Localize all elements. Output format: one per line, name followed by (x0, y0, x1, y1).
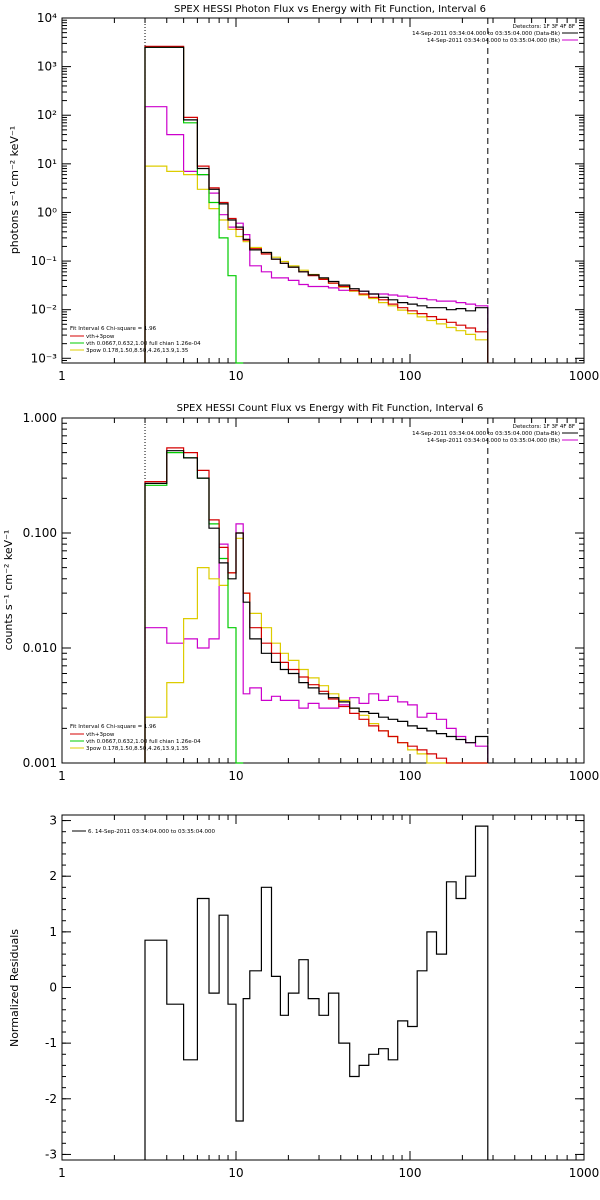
axis-ticks: 1 10 100 1000 10⁻³ 10⁻² 10⁻¹ 10⁰ 10¹ 10² 10³ 10⁴ (31, 11, 600, 383)
legend-top-left: 6. 14-Sep-2011 03:34:04.000 to 03:35:04.… (72, 829, 215, 835)
y-tick-label: 10⁰ (37, 205, 57, 219)
series-group (144, 45, 489, 364)
legend-vth-item: vth 0.0667,0.632,1.00 full chian 1.26e-0… (86, 739, 201, 745)
y-tick-label: 0.100 (23, 526, 57, 540)
reference-lines (144, 418, 489, 763)
y-tick-label: 10² (37, 108, 57, 122)
legend-vth-item: vth 0.0667,0.632,1.00 full chian 1.26e-0… (86, 341, 201, 347)
legend-fit-item: vth+3pow (86, 334, 115, 340)
legend-fit-item: vth+3pow (86, 732, 115, 738)
legend-bottom-left: Fit Interval 6 Chi-square = 1.96 vth+3po… (70, 326, 201, 354)
series-powerlaw (144, 537, 488, 764)
legend-bottom-left: Fit Interval 6 Chi-square = 1.96 vth+3po… (70, 724, 201, 752)
series-group (144, 447, 489, 764)
legend-data-interval: 14-Sep-2011 03:34:04.000 to 03:35:04.000… (412, 431, 560, 437)
x-tick-label: 1000 (569, 369, 600, 383)
y-tick-label: 10⁴ (37, 11, 57, 25)
legend-detectors: Detectors: 1F 3F 4F 8F (513, 24, 575, 30)
y-tick-label: 3 (49, 814, 57, 828)
axis-ticks: 1 10 100 1000 0.001 0.010 0.100 1.000 (23, 411, 600, 783)
x-tick-label: 1000 (569, 1166, 600, 1180)
photon-flux-panel: SPEX HESSI Photon Flux vs Energy with Fi… (8, 4, 599, 383)
y-tick-label: 10³ (37, 60, 57, 74)
series-data (144, 450, 489, 763)
legend-top-right: Detectors: 1F 3F 4F 8F 14-Sep-2011 03:34… (412, 424, 578, 444)
legend-bk-interval: 14-Sep-2011 03:34:04.000 to 03:35:04.000… (427, 38, 560, 44)
y-tick-label: 0.010 (23, 641, 57, 655)
count-flux-panel: SPEX HESSI Count Flux vs Energy with Fit… (2, 403, 599, 783)
legend-residuals-interval: 6. 14-Sep-2011 03:34:04.000 to 03:35:04.… (88, 829, 215, 835)
legend-detectors: Detectors: 1F 3F 4F 8F (513, 424, 575, 430)
y-axis-label: Normalized Residuals (8, 929, 21, 1047)
y-tick-label: -2 (45, 1092, 57, 1106)
residuals-panel: Normalized Residuals 1 10 100 1000 -3 -2 -1 0 1 2… (8, 814, 599, 1180)
legend-pow-item: 3pow 0.178,1.50,8.50,4.26,13.9,1.35 (86, 746, 189, 752)
y-axis-label: counts s⁻¹ cm⁻² keV⁻¹ (2, 530, 15, 651)
legend-fit-header: Fit Interval 6 Chi-square = 1.96 (70, 724, 157, 730)
plot-frame (61, 17, 585, 364)
x-tick-label: 10 (228, 769, 243, 783)
x-tick-label: 10 (228, 369, 243, 383)
y-tick-label: 0 (49, 981, 57, 995)
series-group (144, 825, 489, 1160)
x-tick-label: 100 (399, 769, 422, 783)
y-tick-label: 10⁻² (31, 303, 58, 317)
x-tick-label: 10 (228, 1166, 243, 1180)
x-tick-label: 1 (58, 769, 66, 783)
y-tick-label: -3 (45, 1147, 57, 1161)
series-data (144, 46, 489, 363)
y-tick-label: 10⁻³ (31, 351, 58, 365)
chart-title: SPEX HESSI Photon Flux vs Energy with Fi… (174, 4, 486, 15)
legend-pow-item: 3pow 0.178,1.50,8.50,4.26,13.9,1.35 (86, 348, 189, 354)
y-tick-label: 2 (49, 869, 57, 883)
x-tick-label: 100 (399, 369, 422, 383)
y-tick-label: 10¹ (37, 157, 57, 171)
series-data (144, 825, 489, 1160)
x-tick-label: 1 (58, 1166, 66, 1180)
y-tick-label: 1.000 (23, 411, 57, 425)
y-axis-label: photons s⁻¹ cm⁻² keV⁻¹ (8, 126, 21, 254)
axis-ticks: 1 10 100 1000 -3 -2 -1 0 1 2 3 (45, 814, 599, 1180)
y-tick-label: 1 (49, 925, 57, 939)
legend-fit-header: Fit Interval 6 Chi-square = 1.96 (70, 326, 157, 332)
x-tick-label: 100 (399, 1166, 422, 1180)
x-tick-label: 1 (58, 369, 66, 383)
y-tick-label: 0.001 (23, 756, 57, 770)
legend-bk-interval: 14-Sep-2011 03:34:04.000 to 03:35:04.000… (427, 438, 560, 444)
y-tick-label: 10⁻¹ (31, 254, 58, 268)
y-tick-label: -1 (45, 1036, 57, 1050)
legend-data-interval: 14-Sep-2011 03:34:04.000 to 03:35:04.000… (412, 31, 560, 37)
legend-top-right: Detectors: 1F 3F 4F 8F 14-Sep-2011 03:34… (412, 24, 578, 44)
chart-title: SPEX HESSI Count Flux vs Energy with Fit… (177, 403, 484, 414)
x-tick-label: 1000 (569, 769, 600, 783)
plot-frame (61, 417, 585, 764)
